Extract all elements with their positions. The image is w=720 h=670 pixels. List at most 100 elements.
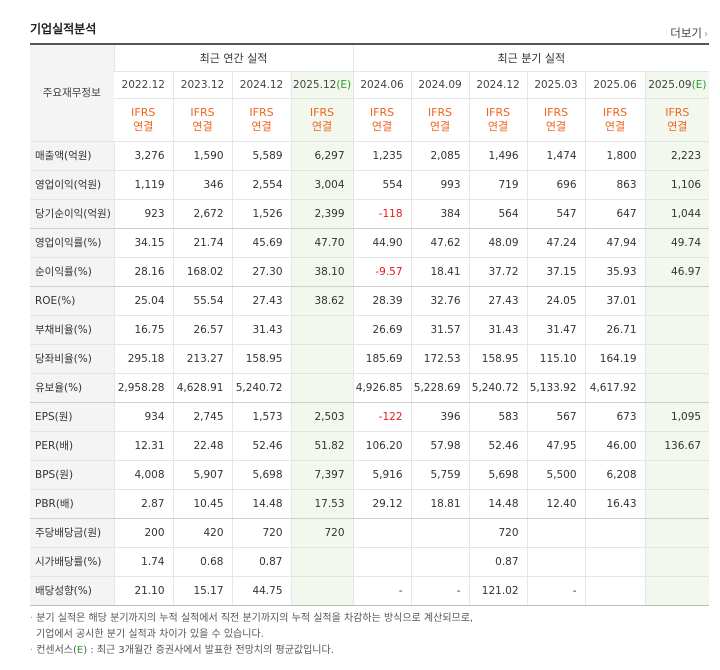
- value-cell: 547: [526, 199, 586, 229]
- table-row: PBR(배) 2.87 10.45 14.48 17.53 29.12 18.81 14.48…: [30, 489, 710, 519]
- value-cell: 3,276: [113, 141, 173, 171]
- value-cell: 27.43: [468, 286, 528, 316]
- value-cell: [644, 344, 710, 374]
- value-cell: 4,008: [113, 460, 173, 490]
- value-cell: 34.15: [113, 228, 173, 258]
- annual-group-header: 최근 연간 실적: [113, 43, 354, 72]
- value-cell: 51.82: [290, 431, 354, 461]
- value-cell: 1.74: [113, 547, 173, 577]
- row-label[interactable]: 영업이익(억원): [30, 170, 114, 200]
- value-cell: 32.76: [410, 286, 470, 316]
- more-link[interactable]: 더보기 ›: [670, 25, 708, 41]
- row-label[interactable]: 시가배당률(%): [30, 547, 114, 577]
- more-label: 더보기: [670, 26, 702, 40]
- value-cell: 16.43: [584, 489, 646, 519]
- footnotes: · 분기 실적은 해당 분기까지의 누적 실적에서 직전 분기까지의 누적 실적을…: [30, 611, 473, 659]
- table-row: 영업이익률(%) 34.15 21.74 45.69 47.70 44.90 47.62 48…: [30, 228, 710, 258]
- value-cell: 719: [468, 170, 528, 200]
- value-cell: 384: [410, 199, 470, 229]
- ifrs-badge: IFRS 연결: [410, 98, 470, 142]
- row-label[interactable]: 유보율(%): [30, 373, 114, 403]
- table-row: 배당성향(%) 21.10 15.17 44.75- -121.02-: [30, 576, 710, 606]
- value-cell: 2,503: [290, 402, 354, 432]
- row-label[interactable]: 순이익률(%): [30, 257, 114, 287]
- value-cell: 1,119: [113, 170, 173, 200]
- ifrs-badge: IFRS 연결: [290, 98, 354, 142]
- value-cell: 16.75: [113, 315, 173, 345]
- row-label[interactable]: BPS(원): [30, 460, 114, 490]
- value-cell: [290, 344, 354, 374]
- value-cell: -: [526, 576, 586, 606]
- row-label[interactable]: 영업이익률(%): [30, 228, 114, 258]
- value-cell: 5,698: [468, 460, 528, 490]
- value-cell: 168.02: [172, 257, 232, 287]
- value-cell: 115.10: [526, 344, 586, 374]
- value-cell: [644, 460, 710, 490]
- value-cell: 4,628.91: [172, 373, 232, 403]
- period-header: 2025.09(E): [644, 71, 710, 99]
- row-label[interactable]: EPS(원): [30, 402, 114, 432]
- value-cell: [352, 518, 412, 548]
- value-cell: 2,745: [172, 402, 232, 432]
- value-cell: 2,085: [410, 141, 470, 171]
- row-label[interactable]: 당좌비율(%): [30, 344, 114, 374]
- table-row: 당기순이익(억원) 923 2,672 1,526 2,399 -118 384 564 547…: [30, 199, 710, 229]
- financial-table: 주요재무정보 최근 연간 실적 최근 분기 실적 2022.12 2023.12 2…: [30, 43, 710, 606]
- value-cell: [584, 547, 646, 577]
- section-title: 기업실적분석: [30, 22, 97, 36]
- value-cell: 564: [468, 199, 528, 229]
- value-cell: 5,698: [231, 460, 291, 490]
- period-header: 2025.03: [526, 71, 586, 99]
- value-cell: 554: [352, 170, 412, 200]
- footnote-2: · 컨센서스(E) : 최근 3개월간 증권사에서 발표한 전망치의 평균값입니다…: [30, 645, 334, 656]
- row-label[interactable]: ROE(%): [30, 286, 114, 316]
- value-cell: [584, 518, 646, 548]
- value-cell: 720: [290, 518, 354, 548]
- value-cell: 993: [410, 170, 470, 200]
- value-cell: 47.62: [410, 228, 470, 258]
- value-cell: 26.71: [584, 315, 646, 345]
- row-label[interactable]: 매출액(억원): [30, 141, 114, 171]
- value-cell: 3,004: [290, 170, 354, 200]
- table-row: PER(배) 12.31 22.48 52.46 51.82 106.20 57.98 52.…: [30, 431, 710, 461]
- value-cell: 2,399: [290, 199, 354, 229]
- table-row: 순이익률(%) 28.16 168.02 27.30 38.10 -9.57 18.41 37…: [30, 257, 710, 287]
- value-cell: 346: [172, 170, 232, 200]
- footnote-1-cont: 기업에서 공시한 분기 실적과 차이가 있을 수 있습니다.: [36, 629, 264, 640]
- group-header-row: 주요재무정보 최근 연간 실적 최근 분기 실적: [30, 43, 710, 142]
- value-cell: 10.45: [172, 489, 232, 519]
- value-cell: 31.43: [231, 315, 291, 345]
- value-cell: 5,916: [352, 460, 412, 490]
- value-cell: 172.53: [410, 344, 470, 374]
- value-cell: 46.00: [584, 431, 646, 461]
- row-label[interactable]: 주당배당금(원): [30, 518, 114, 548]
- period-header: 2022.12: [114, 71, 173, 99]
- value-cell: 158.95: [231, 344, 291, 374]
- value-cell: [644, 576, 710, 606]
- value-cell: [644, 518, 710, 548]
- row-label[interactable]: PER(배): [30, 431, 114, 461]
- ifrs-badge: IFRS 연결: [644, 98, 710, 142]
- value-cell: 37.01: [584, 286, 646, 316]
- value-cell: 0.68: [172, 547, 232, 577]
- row-label[interactable]: PBR(배): [30, 489, 114, 519]
- value-cell: [352, 547, 412, 577]
- value-cell: 0.87: [231, 547, 291, 577]
- period-header: 2024.12: [468, 71, 528, 99]
- row-label[interactable]: 배당성향(%): [30, 576, 114, 606]
- value-cell: 420: [172, 518, 232, 548]
- value-cell: 14.48: [468, 489, 528, 519]
- value-cell: [644, 489, 710, 519]
- quarterly-group-header: 최근 분기 실적: [352, 43, 710, 72]
- value-cell: 37.15: [526, 257, 586, 287]
- value-cell: 21.10: [113, 576, 173, 606]
- period-header: 2024.09: [410, 71, 470, 99]
- table-row: ROE(%) 25.04 55.54 27.43 38.62 28.39 32.76 27.4…: [30, 286, 710, 316]
- value-cell: [526, 518, 586, 548]
- value-cell: 6,208: [584, 460, 646, 490]
- value-cell: 2,223: [644, 141, 710, 171]
- value-cell: 45.69: [231, 228, 291, 258]
- row-label[interactable]: 당기순이익(억원): [30, 199, 114, 229]
- row-label[interactable]: 부채비율(%): [30, 315, 114, 345]
- value-cell: 4,617.92: [584, 373, 646, 403]
